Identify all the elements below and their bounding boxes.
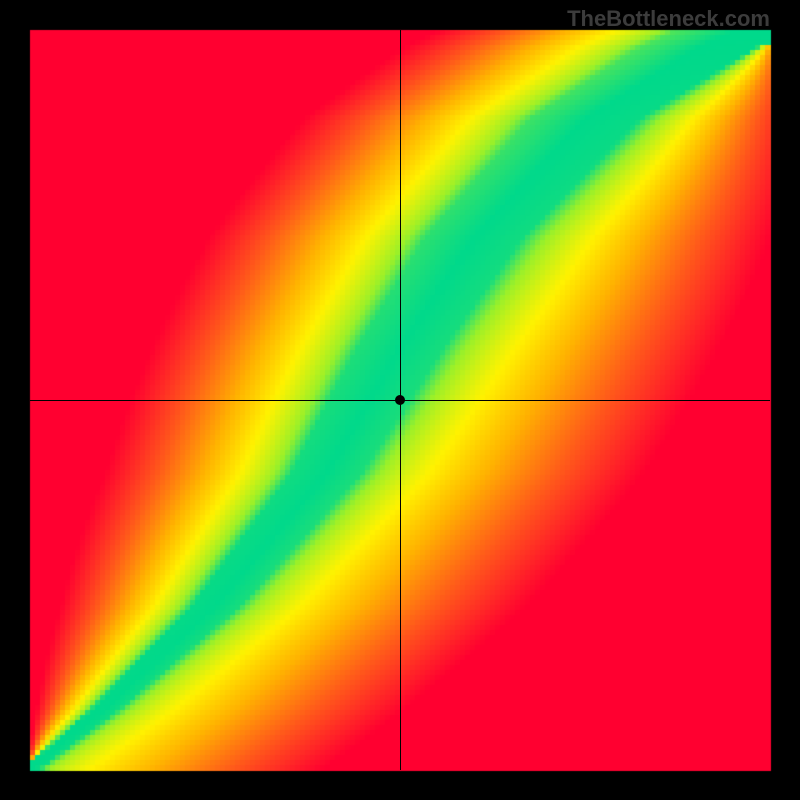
chart-wrapper: TheBottleneck.com [0,0,800,800]
marker-dot [395,395,405,405]
watermark-label: TheBottleneck.com [567,6,770,32]
